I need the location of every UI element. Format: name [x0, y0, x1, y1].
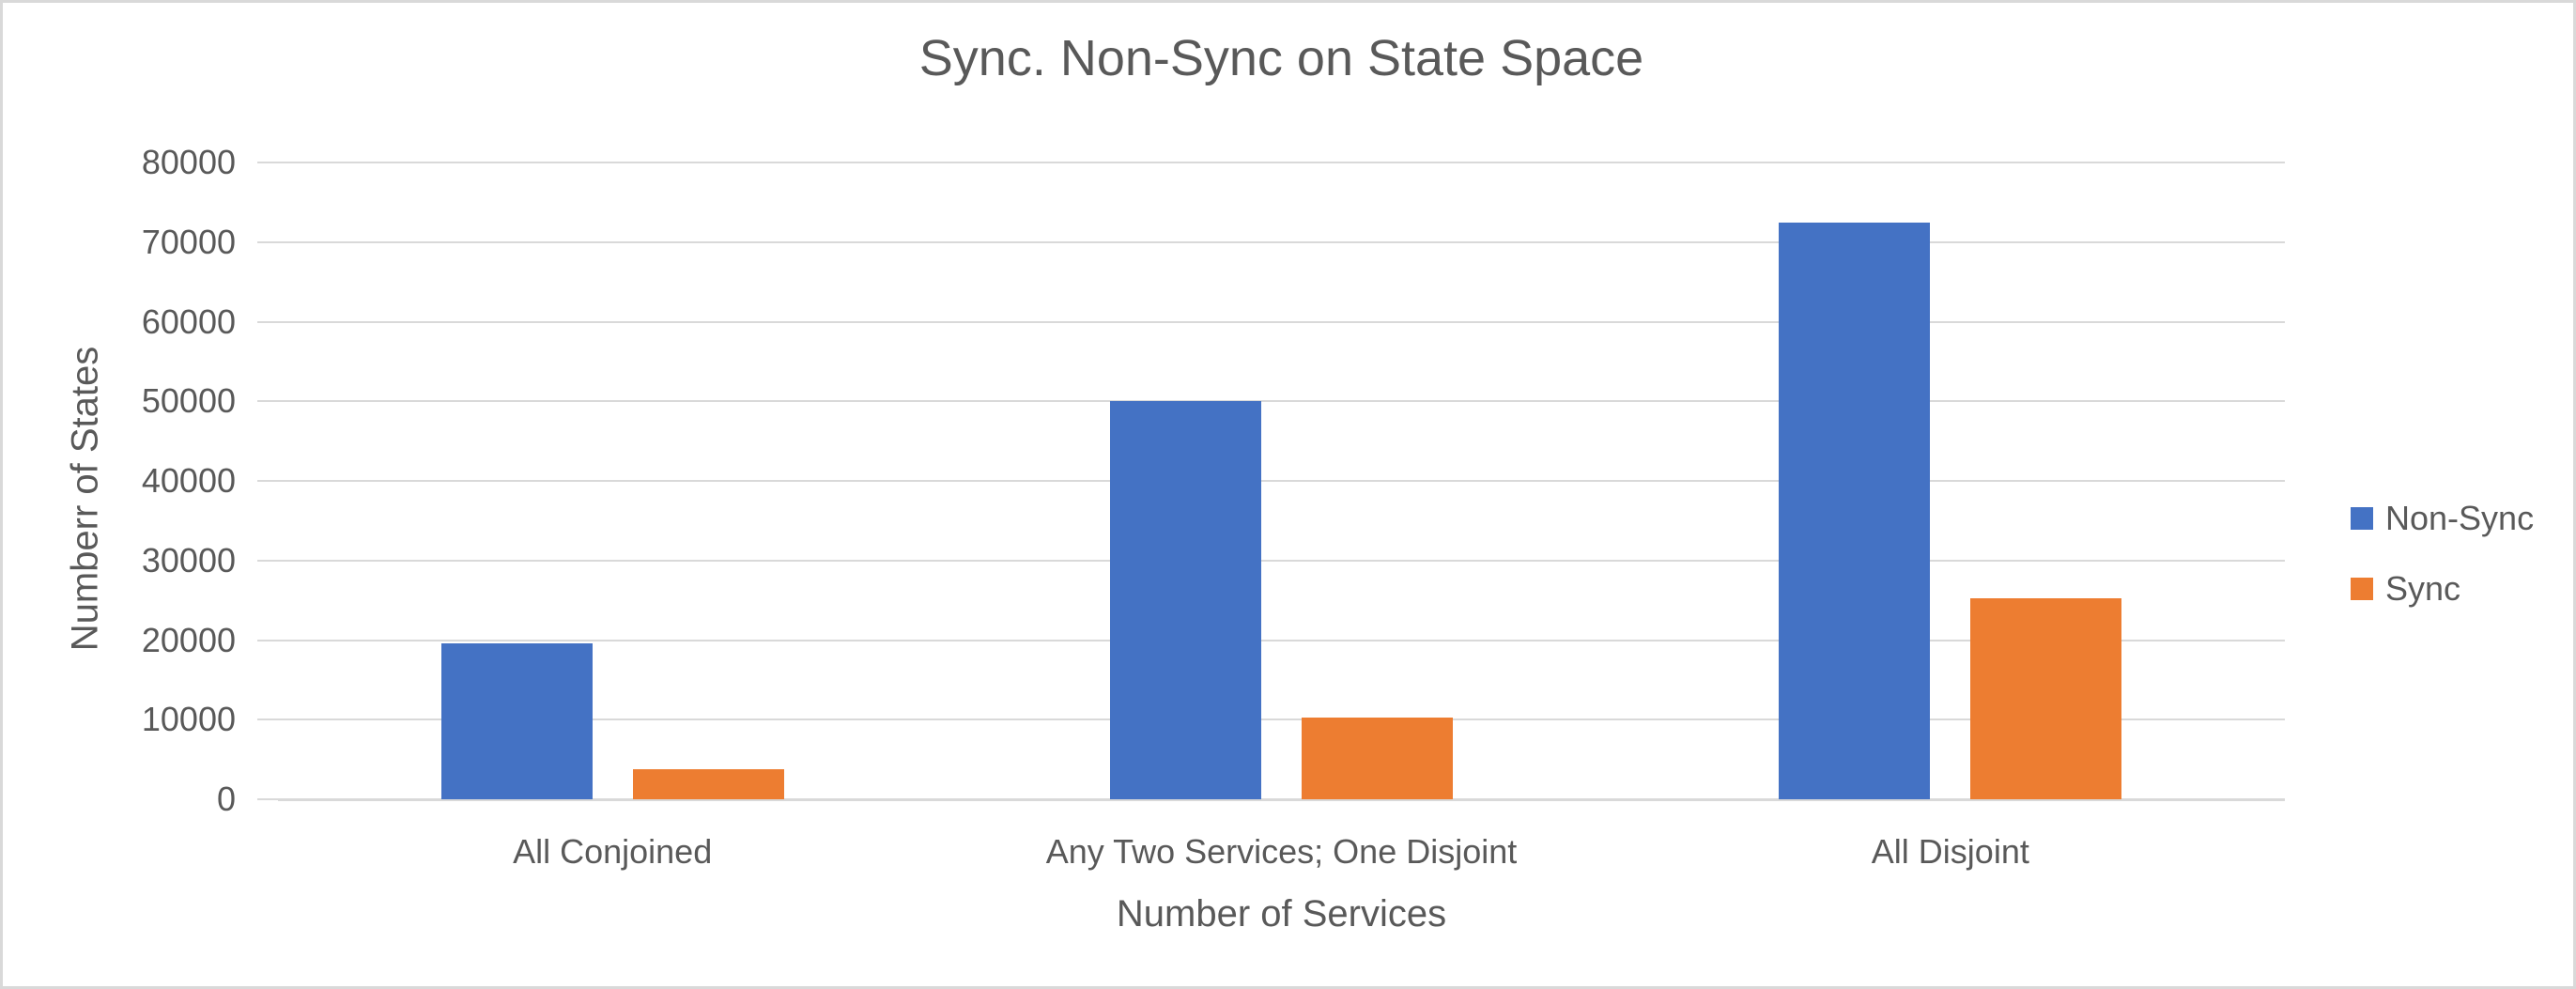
y-tick-label-30000: 30000	[141, 540, 236, 579]
bar-sync-any-two-services-one-disjoint	[1302, 717, 1453, 799]
bar-sync-all-disjoint	[1970, 597, 2122, 799]
plot-area	[257, 162, 2285, 801]
x-category-label-all-disjoint: All Disjoint	[1871, 832, 2029, 871]
gridline-20000	[278, 639, 2285, 641]
y-axis-tick-30000	[257, 559, 278, 562]
y-tick-label-80000: 80000	[141, 143, 236, 181]
legend-item-sync: Sync	[2351, 568, 2534, 610]
gridline-50000	[278, 400, 2285, 403]
y-tick-label-0: 0	[216, 780, 236, 818]
y-axis-tick-40000	[257, 480, 278, 482]
bar-sync-all-conjoined	[632, 768, 784, 799]
x-axis-title: Number of Services	[1116, 893, 1447, 935]
y-axis-tick-70000	[257, 240, 278, 243]
gridline-70000	[278, 240, 2285, 243]
chart-title: Sync. Non-Sync on State Space	[918, 30, 1644, 86]
gridline-60000	[278, 320, 2285, 323]
y-axis-tick-0	[257, 798, 278, 800]
y-axis-tick-60000	[257, 320, 278, 323]
gridline-40000	[278, 480, 2285, 482]
y-tick-label-50000: 50000	[141, 381, 236, 421]
legend-label-sync: Sync	[2385, 569, 2461, 608]
y-tick-label-20000: 20000	[141, 620, 236, 659]
gridline-0	[278, 797, 2285, 801]
y-tick-label-70000: 70000	[141, 222, 236, 261]
y-tick-label-40000: 40000	[141, 461, 236, 500]
y-tick-label-10000: 10000	[141, 700, 236, 739]
bar-non-sync-all-conjoined	[440, 642, 593, 799]
legend-swatch-sync-icon	[2351, 578, 2373, 600]
y-axis-tick-80000	[257, 162, 278, 163]
x-category-label-any-two-services-one-disjoint: Any Two Services; One Disjoint	[1045, 832, 1518, 871]
gridline-10000	[278, 719, 2285, 721]
y-axis-tick-10000	[257, 719, 278, 721]
y-axis-tick-50000	[257, 400, 278, 403]
gridline-80000	[278, 162, 2285, 163]
legend-swatch-non-sync-icon	[2351, 507, 2373, 530]
bar-non-sync-all-disjoint	[1779, 223, 1931, 799]
x-category-label-all-conjoined: All Conjoined	[513, 832, 713, 871]
y-axis-tick-20000	[257, 639, 278, 641]
legend: Non-Sync Sync	[2351, 498, 2534, 610]
gridline-30000	[278, 559, 2285, 562]
legend-label-non-sync: Non-Sync	[2385, 499, 2535, 537]
bar-non-sync-any-two-services-one-disjoint	[1110, 401, 1261, 799]
y-tick-label-60000: 60000	[141, 301, 236, 341]
legend-item-non-sync: Non-Sync	[2351, 498, 2534, 539]
